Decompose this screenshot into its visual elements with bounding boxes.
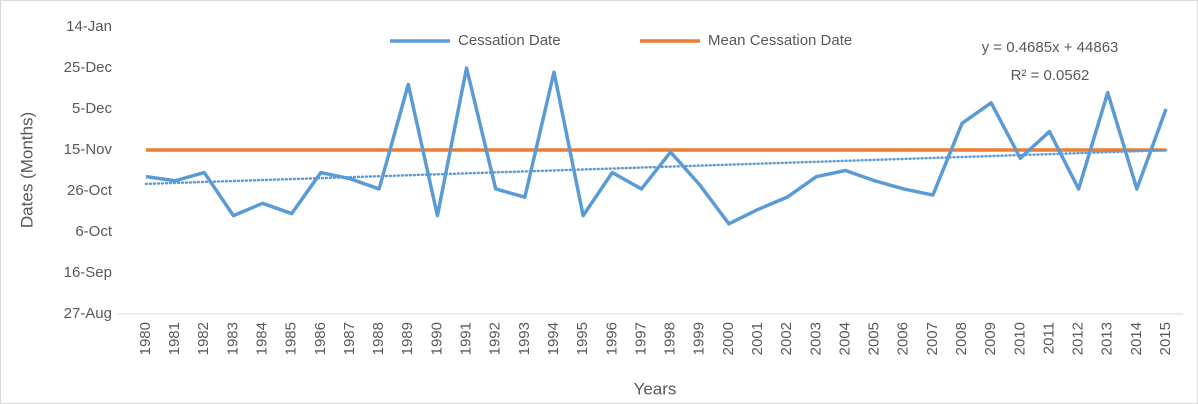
x-tick-label: 2013	[1099, 322, 1116, 355]
x-axis-title: Years	[634, 379, 677, 398]
x-tick-label: 1991	[458, 322, 475, 355]
trendline-r-squared: R² = 0.0562	[1011, 67, 1090, 84]
x-tick-label: 2006	[895, 322, 912, 355]
x-tick-label: 1993	[516, 322, 533, 355]
x-tick-label: 1997	[632, 322, 649, 355]
x-tick-label: 1980	[137, 322, 154, 355]
x-tick-label: 1981	[166, 322, 183, 355]
trendline-equation: y = 0.4685x + 44863	[982, 39, 1119, 56]
x-tick-label: 2010	[1011, 322, 1028, 355]
x-tick-label: 1995	[574, 322, 591, 355]
x-tick-label: 2003	[807, 322, 824, 355]
y-axis-title: Dates (Months)	[17, 112, 36, 228]
y-tick-label: 26-Oct	[67, 182, 113, 199]
y-tick-label: 14-Jan	[66, 18, 112, 35]
y-tick-label: 16-Sep	[64, 264, 112, 281]
x-tick-label: 1998	[662, 322, 679, 355]
y-tick-label: 15-Nov	[64, 141, 113, 158]
x-tick-label: 1987	[341, 322, 358, 355]
x-tick-label: 1996	[603, 322, 620, 355]
x-tick-label: 1984	[254, 322, 271, 355]
y-tick-label: 5-Dec	[72, 100, 113, 117]
x-tick-label: 2005	[866, 322, 883, 355]
x-tick-label: 2001	[749, 322, 766, 355]
x-tick-label: 2007	[924, 322, 941, 355]
x-tick-label: 1992	[487, 322, 504, 355]
x-tick-label: 2008	[953, 322, 970, 355]
legend-label: Cessation Date	[458, 32, 561, 49]
x-tick-label: 2015	[1157, 322, 1174, 355]
x-tick-label: 2012	[1070, 322, 1087, 355]
x-tick-label: 1982	[195, 322, 212, 355]
x-tick-label: 2000	[720, 322, 737, 355]
x-tick-label: 1990	[428, 322, 445, 355]
x-tick-label: 1983	[224, 322, 241, 355]
y-tick-label: 6-Oct	[75, 223, 113, 240]
data-line	[145, 66, 1168, 226]
x-tick-label: 1985	[283, 322, 300, 355]
x-tick-label: 2004	[836, 322, 853, 355]
legend-label: Mean Cessation Date	[708, 32, 852, 49]
y-tick-label: 27-Aug	[64, 305, 112, 322]
x-tick-label: 2002	[778, 322, 795, 355]
x-tick-label: 1986	[312, 322, 329, 355]
x-tick-label: 1994	[545, 322, 562, 355]
x-tick-label: 1988	[370, 322, 387, 355]
x-tick-label: 2009	[982, 322, 999, 355]
x-tick-label: 2014	[1128, 322, 1145, 355]
x-tick-label: 2011	[1040, 322, 1057, 354]
x-tick-label: 1989	[399, 322, 416, 355]
x-tick-label: 1999	[691, 322, 708, 355]
y-tick-label: 25-Dec	[64, 59, 113, 76]
